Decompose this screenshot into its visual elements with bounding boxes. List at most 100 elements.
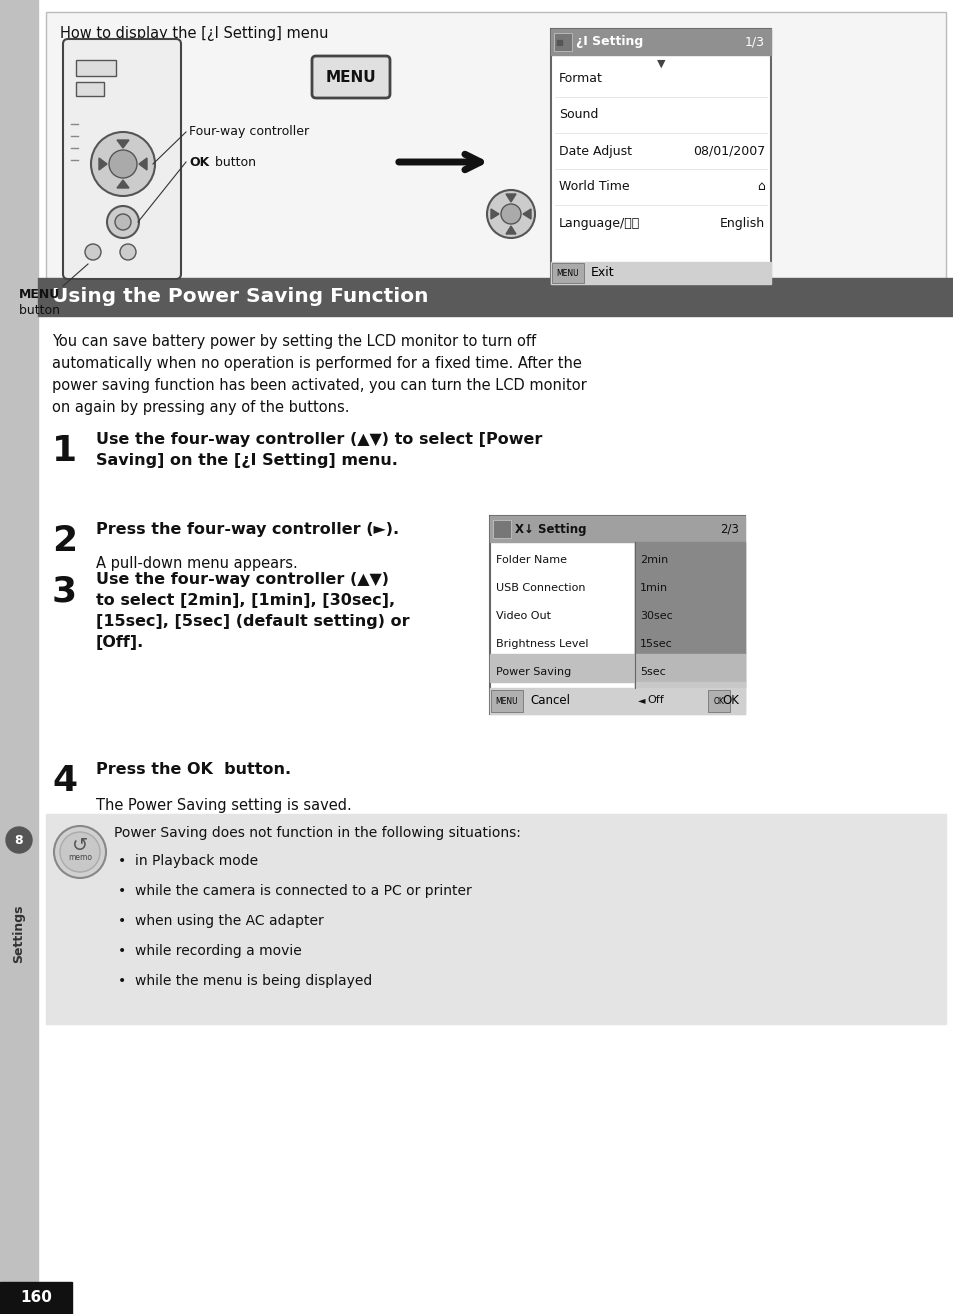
FancyBboxPatch shape [707,690,729,712]
Text: 5sec: 5sec [639,668,665,677]
Circle shape [486,191,535,238]
Text: Sound: Sound [558,109,598,121]
Polygon shape [522,209,531,219]
Text: 2: 2 [52,524,77,558]
Text: ↺: ↺ [71,837,88,855]
FancyBboxPatch shape [46,12,945,302]
Text: Off: Off [646,695,663,706]
Text: ¿I Setting: ¿I Setting [576,35,642,49]
Polygon shape [491,209,498,219]
Circle shape [107,206,139,238]
Text: A pull-down menu appears.: A pull-down menu appears. [96,556,297,572]
FancyBboxPatch shape [312,57,390,99]
Text: Format: Format [558,72,602,85]
Circle shape [60,832,100,872]
Text: OK: OK [721,695,739,707]
Text: Power Saving does not function in the following situations:: Power Saving does not function in the fo… [113,827,520,840]
Text: Power Saving: Power Saving [496,668,571,677]
Text: 2/3: 2/3 [720,523,739,536]
Polygon shape [505,226,516,234]
Text: button: button [211,155,255,168]
Text: Exit: Exit [590,267,614,280]
Circle shape [109,150,137,177]
Bar [554,33,572,51]
Text: •  while the camera is connected to a PC or printer: • while the camera is connected to a PC … [118,884,471,897]
Text: button: button [15,304,60,317]
Bar [76,81,104,96]
Text: Brightness Level: Brightness Level [496,639,588,649]
Text: Video Out: Video Out [496,611,551,622]
FancyBboxPatch shape [551,29,770,284]
Polygon shape [505,194,516,202]
Text: 3: 3 [52,574,77,608]
Bar [551,29,770,55]
Polygon shape [117,180,129,188]
Text: USB Connection: USB Connection [496,583,585,593]
Text: •  when using the AC adapter: • when using the AC adapter [118,915,323,928]
Text: 1: 1 [52,434,77,468]
FancyBboxPatch shape [63,39,181,279]
Text: •  in Playback mode: • in Playback mode [118,854,258,869]
Text: World Time: World Time [558,180,629,193]
Text: 4: 4 [52,763,77,798]
Bar [46,813,945,1024]
Polygon shape [139,158,147,170]
Text: How to display the [¿I Setting] menu: How to display the [¿I Setting] menu [60,26,328,41]
Text: ⌂: ⌂ [757,180,764,193]
Circle shape [500,204,520,223]
Text: 2min: 2min [639,555,667,565]
Bar [493,520,511,537]
Text: •  while the menu is being displayed: • while the menu is being displayed [118,974,372,988]
Text: memo: memo [68,854,91,862]
Text: Using the Power Saving Function: Using the Power Saving Function [52,288,428,306]
Text: MENU: MENU [19,288,60,301]
Text: OK: OK [713,696,723,706]
Text: 15sec: 15sec [639,639,672,649]
Text: •  while recording a movie: • while recording a movie [118,943,301,958]
Bar [635,625,744,654]
Bar [0,1282,71,1314]
Bar [490,516,744,541]
Bar [635,598,744,625]
Text: English: English [720,217,764,230]
Text: Language/言語: Language/言語 [558,217,639,230]
Text: 30sec: 30sec [639,611,672,622]
Bar [635,654,744,682]
Text: Press the OK  button.: Press the OK button. [96,762,291,777]
Text: X↓ Setting: X↓ Setting [515,523,586,536]
Text: 1/3: 1/3 [744,35,764,49]
Polygon shape [99,158,107,170]
Text: MENU: MENU [496,696,517,706]
Bar [76,60,116,76]
Circle shape [91,131,154,196]
Bar [490,654,635,682]
Text: Date Adjust: Date Adjust [558,145,631,158]
Text: ▼: ▼ [656,59,664,70]
Text: OK: OK [189,155,209,168]
Circle shape [120,244,136,260]
Text: 1min: 1min [639,583,667,593]
Polygon shape [117,141,129,148]
Text: Folder Name: Folder Name [496,555,566,565]
Text: Four-way controller: Four-way controller [189,126,309,138]
Text: automatically when no operation is performed for a fixed time. After the: automatically when no operation is perfo… [52,356,581,371]
Text: 8: 8 [14,833,23,846]
FancyBboxPatch shape [490,516,744,714]
Circle shape [115,214,131,230]
Bar [490,689,744,714]
Bar [635,541,744,570]
Bar [635,682,744,710]
Text: You can save battery power by setting the LCD monitor to turn off: You can save battery power by setting th… [52,334,536,350]
Text: MENU: MENU [325,70,375,84]
Circle shape [85,244,101,260]
Text: Use the four-way controller (▲▼)
to select [2min], [1min], [30sec],
[15sec], [5s: Use the four-way controller (▲▼) to sele… [96,572,409,650]
Text: ■: ■ [555,38,562,46]
Text: Cancel: Cancel [530,695,569,707]
Text: on again by pressing any of the buttons.: on again by pressing any of the buttons. [52,399,349,415]
Text: Settings: Settings [12,905,26,963]
Text: The Power Saving setting is saved.: The Power Saving setting is saved. [96,798,352,813]
Bar [38,279,953,315]
FancyBboxPatch shape [491,690,522,712]
Bar [0,0,38,1314]
Text: MENU: MENU [557,268,578,277]
